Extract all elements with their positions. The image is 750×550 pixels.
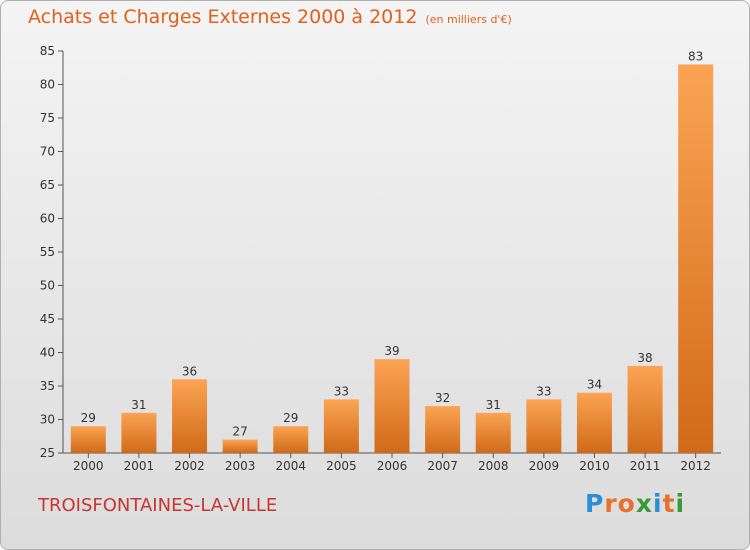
logo-letter: x (635, 489, 653, 518)
value-label-2011: 38 (637, 351, 652, 365)
value-label-2006: 39 (384, 344, 399, 358)
y-tick-label: 70 (40, 145, 55, 159)
x-tick-label: 2010 (579, 459, 610, 473)
bar-2004 (273, 426, 309, 453)
bar-2009 (526, 399, 562, 453)
bar-2000 (70, 426, 106, 453)
y-tick-label: 40 (40, 346, 55, 360)
x-tick-label: 2002 (174, 459, 205, 473)
y-tick-label: 30 (40, 413, 55, 427)
chart-value-labels: 29 31 36 27 29 33 39 32 31 33 34 38 83 (81, 49, 704, 438)
logo-letter: P (585, 489, 605, 518)
y-tick-label: 35 (40, 379, 55, 393)
bar-2008 (475, 412, 511, 453)
value-label-2001: 31 (131, 398, 146, 412)
value-label-2010: 34 (587, 378, 602, 392)
x-tick-label: 2009 (529, 459, 560, 473)
logo-letter: o (617, 489, 636, 518)
logo-letter: i (675, 489, 686, 518)
chart-title-block: Achats et Charges Externes 2000 à 2012 (e… (28, 6, 512, 28)
bar-2012 (678, 64, 714, 454)
bar-2007 (425, 406, 461, 453)
x-tick-label: 2004 (275, 459, 306, 473)
y-tick-label: 55 (40, 245, 55, 259)
x-tick-label: 2007 (427, 459, 458, 473)
bar-2001 (121, 412, 157, 453)
chart-title: Achats et Charges Externes 2000 à 2012 (28, 6, 418, 28)
x-tick-label: 2003 (225, 459, 256, 473)
value-label-2012: 83 (688, 49, 703, 63)
bar-2005 (323, 399, 359, 453)
value-label-2009: 33 (536, 384, 551, 398)
x-tick-label: 2005 (326, 459, 357, 473)
chart-subtitle: (en milliers d'€) (425, 13, 512, 26)
y-tick-label: 75 (40, 111, 55, 125)
x-tick-label: 2000 (73, 459, 104, 473)
x-tick-label: 2008 (478, 459, 509, 473)
bar-2006 (374, 359, 410, 453)
y-tick-label: 60 (40, 212, 55, 226)
chart-bars (70, 64, 714, 454)
logo-letter: t (662, 489, 676, 518)
value-label-2004: 29 (283, 411, 298, 425)
city-name: TROISFONTAINES-LA-VILLE (38, 495, 278, 516)
bar-2010 (576, 392, 612, 453)
value-label-2000: 29 (81, 411, 96, 425)
x-tick-label: 2012 (680, 459, 711, 473)
value-label-2002: 36 (182, 364, 197, 378)
y-tick-label: 25 (40, 446, 55, 460)
y-tick-label: 65 (40, 178, 55, 192)
bar-2011 (627, 365, 663, 453)
value-label-2007: 32 (435, 391, 450, 405)
logo-letter: i (653, 489, 663, 518)
y-tick-label: 85 (40, 44, 55, 58)
value-label-2003: 27 (233, 425, 248, 439)
y-tick-label: 50 (40, 279, 55, 293)
x-tick-label: 2011 (630, 459, 661, 473)
x-tick-label: 2006 (377, 459, 408, 473)
value-label-2005: 33 (334, 384, 349, 398)
logo-letter: r (604, 489, 618, 518)
proxiti-logo: Proxiti (585, 489, 685, 518)
x-tick-label: 2001 (124, 459, 155, 473)
bar-2003 (222, 439, 258, 453)
value-label-2008: 31 (486, 398, 501, 412)
y-tick-label: 80 (40, 78, 55, 92)
bar-2002 (172, 379, 208, 453)
y-tick-label: 45 (40, 312, 55, 326)
